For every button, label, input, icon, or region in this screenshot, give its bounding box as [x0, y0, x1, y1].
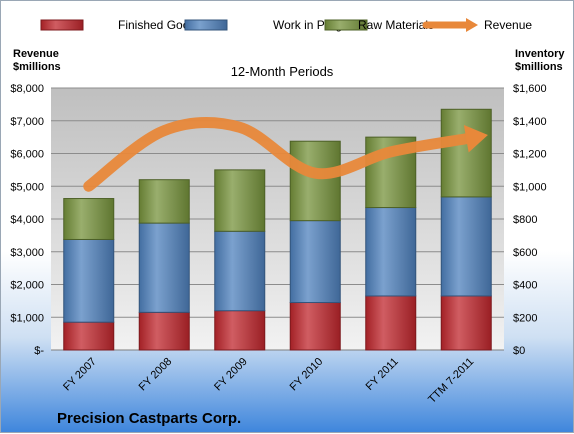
legend-swatch-work-in-progress	[184, 19, 228, 31]
bar-work-in-progress	[214, 230, 266, 312]
revenue-line	[83, 117, 472, 192]
bar-raw-materials	[289, 140, 341, 222]
x-tick-label: FY 2010	[288, 356, 326, 394]
bar-raw-materials	[214, 169, 266, 232]
chart-title: 12-Month Periods	[231, 64, 334, 79]
bar-work-in-progress	[138, 222, 190, 313]
y-tick-label-right: $1,200	[513, 149, 547, 161]
bar-work-in-progress	[365, 207, 417, 297]
y-tick-label-left: $-	[34, 345, 44, 357]
bar-finished-goods	[138, 311, 190, 351]
y-tick-label-right: $1,000	[513, 181, 547, 193]
x-tick-label: FY 2007	[61, 356, 99, 394]
legend-swatch-arrow	[466, 18, 478, 32]
bar-raw-materials	[138, 179, 190, 224]
y-tick-label-left: $3,000	[10, 247, 44, 259]
legend-label: Finished Goods	[118, 18, 202, 32]
bar-finished-goods	[289, 302, 341, 351]
x-tick-label: FY 2008	[137, 356, 175, 394]
legend-label: Raw Materials	[358, 18, 434, 32]
y-tick-label-left: $1,000	[10, 312, 44, 324]
y-tick-label-right: $800	[513, 214, 537, 226]
y-tick-label-right: $1,600	[513, 83, 547, 95]
y-tick-label-right: $600	[513, 247, 537, 259]
legend-label: Revenue	[484, 18, 532, 32]
bar-finished-goods	[365, 295, 417, 351]
y-tick-label-left: $8,000	[10, 83, 44, 95]
x-tick-label: FY 2009	[212, 356, 250, 394]
company-name: Precision Castparts Corp.	[57, 410, 241, 427]
y-tick-label-left: $6,000	[10, 149, 44, 161]
y-tick-label-left: $7,000	[10, 116, 44, 128]
y-tick-label-left: $2,000	[10, 280, 44, 292]
y-axis-title-left: $millions	[13, 61, 61, 73]
bar-work-in-progress	[63, 238, 115, 323]
y-tick-label-left: $4,000	[10, 214, 44, 226]
y-tick-label-right: $200	[513, 312, 537, 324]
y-axis-title-right: Inventory	[515, 48, 565, 60]
bar-raw-materials	[440, 108, 492, 198]
bar-work-in-progress	[440, 196, 492, 297]
x-tick-label: FY 2011	[364, 356, 401, 393]
y-axis-title-left: Revenue	[13, 48, 59, 60]
y-tick-label-right: $1,400	[513, 116, 547, 128]
bar-finished-goods	[440, 295, 492, 351]
revenue-arrow-head	[463, 124, 488, 153]
y-tick-label-left: $5,000	[10, 181, 44, 193]
y-tick-label-right: $0	[513, 345, 525, 357]
bar-finished-goods	[63, 321, 115, 351]
bar-finished-goods	[214, 310, 266, 351]
legend-swatch-raw-materials	[324, 19, 368, 31]
legend-swatch-finished-goods	[40, 19, 84, 31]
y-axis-title-right: $millions	[515, 61, 563, 73]
bar-work-in-progress	[289, 220, 341, 304]
bar-raw-materials	[63, 198, 115, 240]
x-tick-label: TTM 7-2011	[426, 356, 476, 406]
y-tick-label-right: $400	[513, 280, 537, 292]
